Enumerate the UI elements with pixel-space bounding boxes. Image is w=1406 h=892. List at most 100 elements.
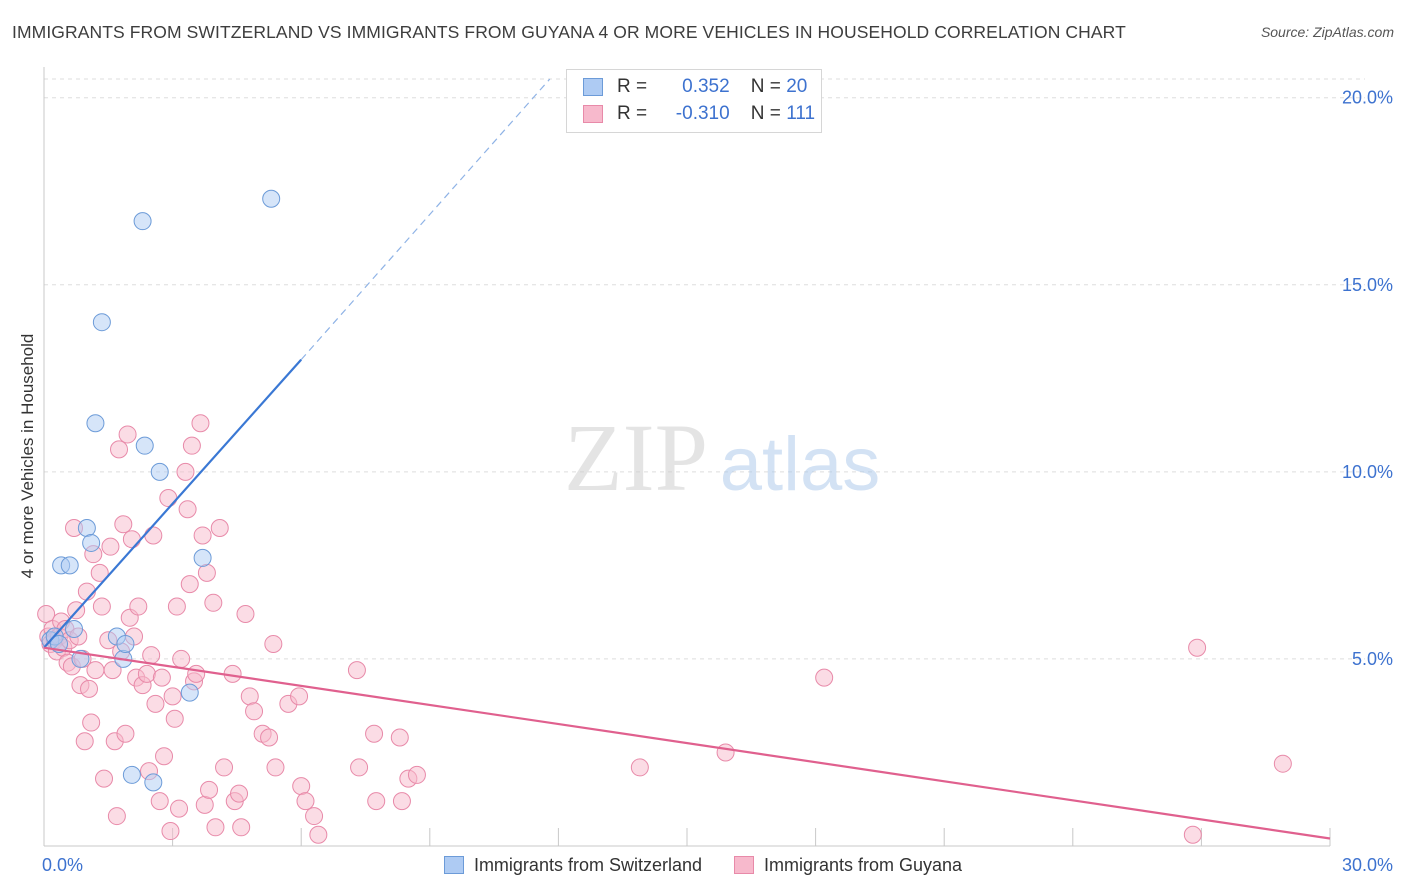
guyana-point [630,758,649,777]
guyana-point [118,425,137,444]
guyana-point [240,687,259,706]
guyana-point [114,515,133,534]
guyana-point [365,724,384,743]
switzerland-point [262,189,281,208]
switzerland-trend-line [43,358,303,649]
legend-item-switzerland[interactable]: Immigrants from Switzerland [443,855,702,876]
switzerland-point [92,313,111,332]
guyana-point [103,661,122,680]
legend-label-guyana: Immigrants from Guyana [764,854,963,875]
guyana-point [75,732,94,751]
guyana-point [264,634,283,653]
guyana-point [176,462,195,481]
axes [43,67,1331,847]
guyana-point [182,436,201,455]
guyana-point [195,795,214,814]
switzerland-point [86,414,105,433]
stats-row-switzerland: R = 0.352 N = 20 [583,75,807,99]
guyana-point [107,807,126,826]
correlation-stats-box: R = 0.352 N = 20 R = -0.310 N = 111 [566,69,822,133]
guyana-point [232,818,251,837]
guyana-point [191,414,210,433]
switzerland-point [133,212,152,231]
guyana-point [347,661,366,680]
grid-lines [44,78,1365,660]
guyana-point [116,724,135,743]
guyana-point [146,694,165,713]
guyana-point [367,792,386,811]
guyana-point [290,687,309,706]
guyana-point [110,440,129,459]
guyana-point [390,728,409,747]
switzerland-r-value: 0.352 [682,76,730,97]
guyana-point [305,807,324,826]
guyana-point [292,777,311,796]
watermark-atlas: atlas [720,422,881,507]
guyana-swatch [583,105,603,123]
guyana-point [122,530,141,549]
switzerland-point [65,619,84,638]
data-points [37,189,1292,844]
guyana-point [197,563,216,582]
r-label: R = [617,76,648,97]
guyana-point [90,563,109,582]
chart-title: IMMIGRANTS FROM SWITZERLAND VS IMMIGRANT… [12,22,1126,42]
guyana-point [266,758,285,777]
guyana-point [309,825,328,844]
switzerland-point [77,518,96,537]
guyana-point [187,664,206,683]
guyana-point [1183,825,1202,844]
switzerland-point [150,462,169,481]
stats-row-guyana: R = -0.310 N = 111 [583,102,815,126]
switzerland-swatch [583,78,603,96]
guyana-trend-line [43,646,1331,840]
guyana-point [204,593,223,612]
guyana-point [215,758,234,777]
guyana-point [296,792,315,811]
guyana-point [161,822,180,841]
guyana-point [86,661,105,680]
guyana-point [129,597,148,616]
guyana-point [167,597,186,616]
y-tick-label: 5.0% [1352,649,1393,669]
guyana-legend-swatch [734,856,754,874]
guyana-point [152,668,171,687]
guyana-point [92,597,111,616]
guyana-point [193,526,212,545]
x-tick-label: 30.0% [1342,855,1393,875]
switzerland-point [116,634,135,653]
guyana-point [407,765,426,784]
guyana-point [82,713,101,732]
chart-legend: Immigrants from Switzerland Immigrants f… [0,852,1406,878]
guyana-point [37,605,56,624]
y-tick-label: 10.0% [1342,462,1393,482]
guyana-point [350,758,369,777]
switzerland-point [60,556,79,575]
switzerland-point [193,548,212,567]
guyana-point [144,526,163,545]
switzerland-point [144,773,163,792]
guyana-point [392,792,411,811]
guyana-point [150,792,169,811]
switzerland-point [122,765,141,784]
guyana-point [95,769,114,788]
guyana-point [200,780,219,799]
guyana-point [260,728,279,747]
legend-item-guyana[interactable]: Immigrants from Guyana [734,855,962,876]
guyana-point [210,518,229,537]
guyana-point [137,664,156,683]
y-tick-label: 15.0% [1342,275,1393,295]
watermark-zip: ZIP [564,404,708,511]
guyana-point [80,679,99,698]
guyana-point [101,537,120,556]
guyana-point [178,500,197,519]
switzerland-n-value: 20 [786,76,808,97]
switzerland-legend-swatch [443,856,464,874]
guyana-point [230,784,249,803]
guyana-point [142,646,161,665]
guyana-point [155,747,174,766]
switzerland-point [82,533,101,552]
guyana-point [1273,754,1292,773]
guyana-point [163,687,182,706]
